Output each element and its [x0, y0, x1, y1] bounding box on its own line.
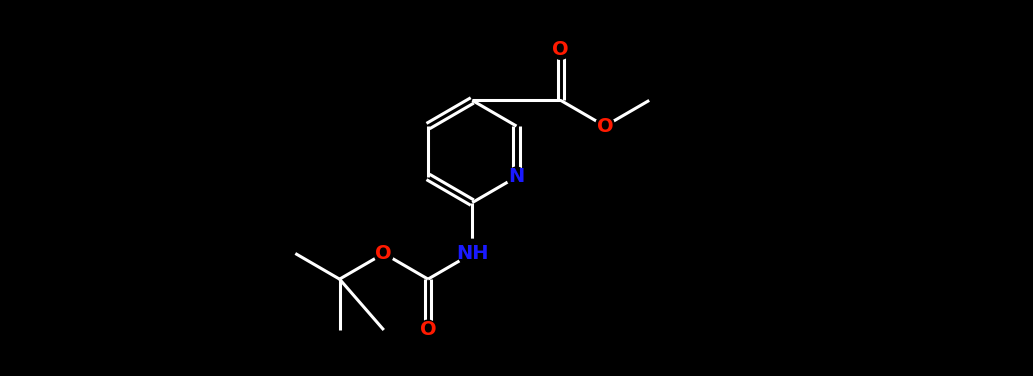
Text: N: N [508, 167, 525, 186]
Text: O: O [375, 244, 393, 263]
Circle shape [507, 167, 526, 186]
Text: NH: NH [456, 244, 489, 263]
Circle shape [551, 40, 570, 59]
Text: O: O [553, 40, 569, 59]
Circle shape [595, 116, 615, 136]
Text: O: O [419, 320, 436, 340]
Circle shape [458, 239, 487, 268]
Circle shape [374, 244, 394, 263]
Text: O: O [597, 117, 614, 136]
Circle shape [418, 320, 438, 340]
